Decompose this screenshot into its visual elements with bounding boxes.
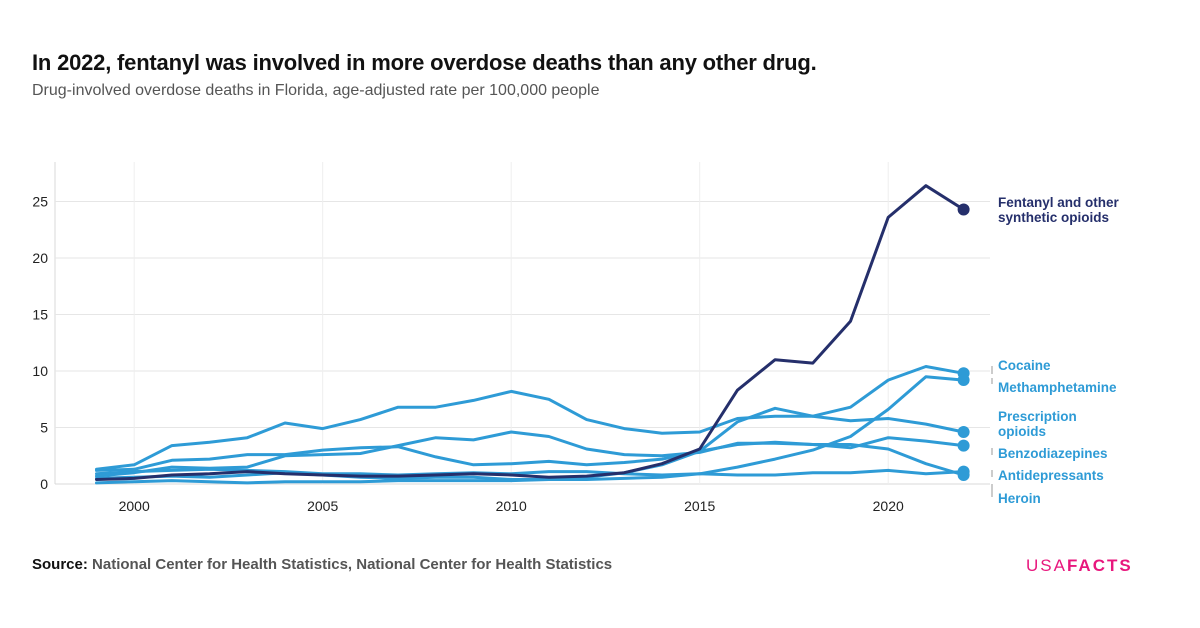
series-label-line: opioids <box>998 424 1046 439</box>
series-label-line: Methamphetamine <box>998 380 1117 395</box>
y-tick-label: 10 <box>32 363 48 379</box>
series-line-antidepressants <box>95 467 966 477</box>
usafacts-logo[interactable]: USAFACTS <box>1026 556 1133 576</box>
series-end-marker <box>957 439 970 452</box>
series-end-marker <box>957 468 970 481</box>
series-end-marker <box>957 374 970 387</box>
series-label: Prescription opioids <box>998 409 1077 439</box>
series-label-line: Fentanyl and other <box>998 195 1120 210</box>
series-end-marker <box>957 426 970 439</box>
x-tick-label: 2000 <box>119 498 150 514</box>
series-label-line: Heroin <box>998 491 1041 506</box>
y-tick-label: 5 <box>40 420 48 436</box>
source-label: Source: <box>32 556 88 573</box>
y-tick-label: 20 <box>32 250 48 266</box>
y-tick-label: 0 <box>40 476 48 492</box>
x-tick-label: 2005 <box>307 498 338 514</box>
series-end-marker <box>957 203 970 216</box>
y-tick-label: 25 <box>32 194 48 210</box>
series-label-line: synthetic opioids <box>998 210 1109 225</box>
page-subtitle: Drug-involved overdose deaths in Florida… <box>32 82 600 99</box>
series-line-cocaine <box>95 365 966 471</box>
series-line-prescription-opioids <box>95 406 966 472</box>
series-label: Benzodiazepines <box>998 446 1108 461</box>
series-label: Methamphetamine <box>998 380 1117 395</box>
page-title: In 2022, fentanyl was involved in more o… <box>32 50 817 75</box>
logo-facts: FACTS <box>1066 556 1133 575</box>
series-line-benzodiazepines <box>95 430 966 478</box>
series-line-methamphetamine <box>95 375 966 485</box>
series-label: Antidepressants <box>998 468 1104 483</box>
x-tick-label: 2010 <box>496 498 527 514</box>
series-label: Heroin <box>998 491 1041 506</box>
logo-usa: USA <box>1026 556 1067 575</box>
source-note: Source: National Center for Health Stati… <box>32 556 612 573</box>
series-label-line: Benzodiazepines <box>998 446 1108 461</box>
source-text: National Center for Health Statistics, N… <box>92 556 613 573</box>
series-label-line: Antidepressants <box>998 468 1104 483</box>
y-tick-label: 15 <box>32 307 48 323</box>
x-tick-label: 2020 <box>873 498 904 514</box>
series-label: Cocaine <box>998 358 1051 373</box>
series-label: Fentanyl and other synthetic opioids <box>998 195 1120 225</box>
series-label-line: Cocaine <box>998 358 1051 373</box>
series-line-fentanyl-and-other-synthetic-opioids <box>95 184 966 481</box>
series-label-line: Prescription <box>998 409 1077 424</box>
x-tick-label: 2015 <box>684 498 715 514</box>
